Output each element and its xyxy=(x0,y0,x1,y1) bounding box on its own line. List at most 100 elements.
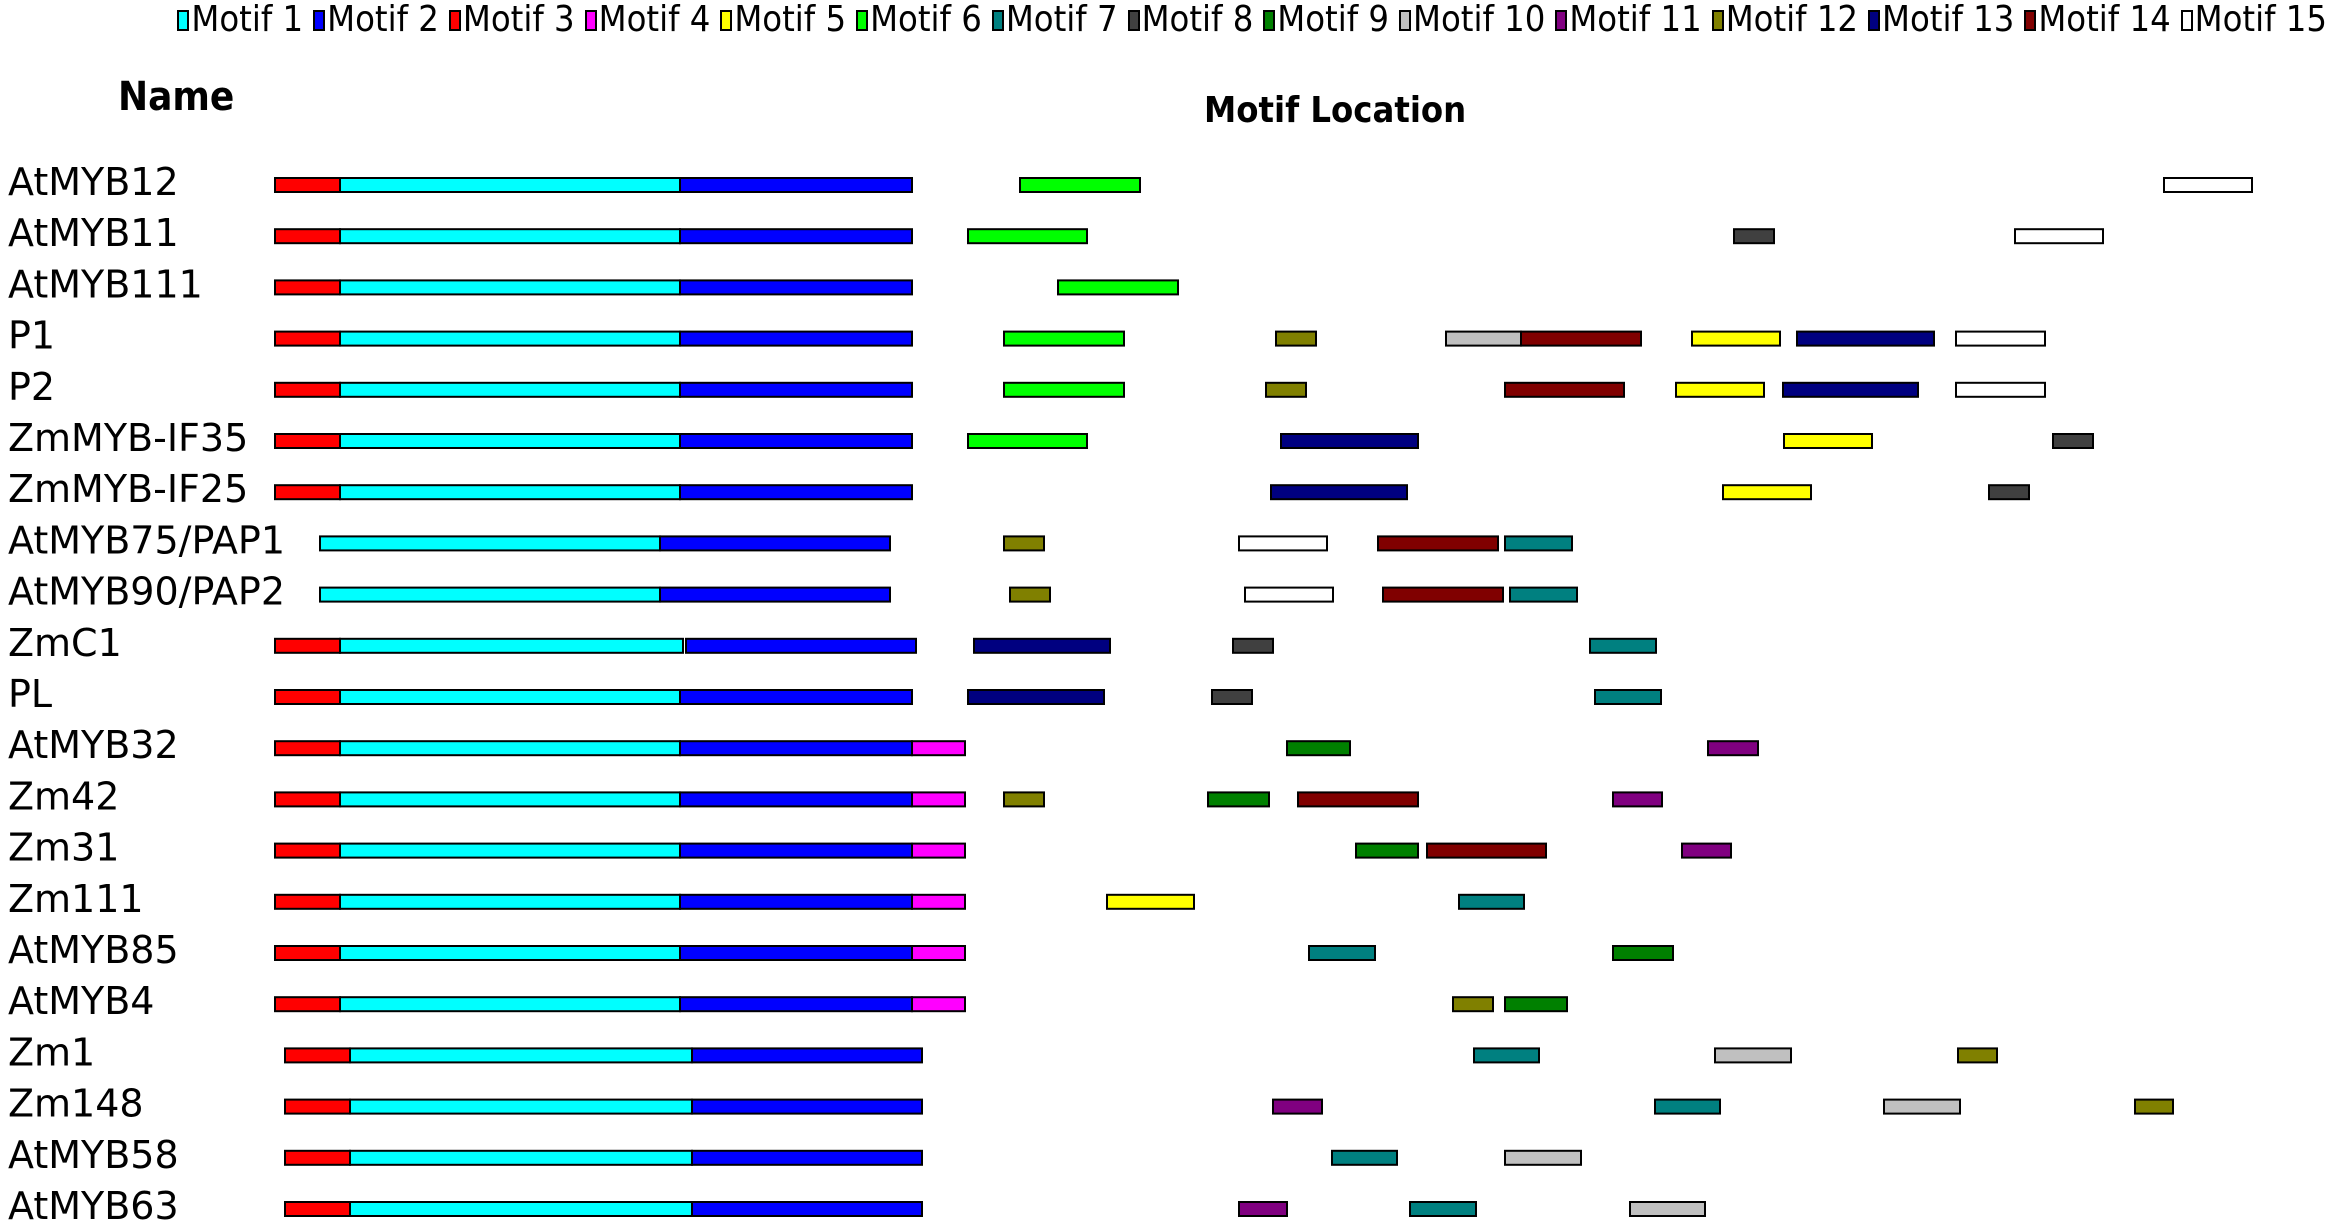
motif-15-block xyxy=(1244,586,1334,603)
legend-label: Motif 7 xyxy=(1005,0,1118,40)
sequence-row: Zm111 xyxy=(8,877,1525,921)
legend-item-motif-5: Motif 5 xyxy=(720,2,846,38)
motif-7-block xyxy=(1409,1201,1477,1217)
sequence-row: ZmMYB-IF25 xyxy=(8,467,2030,511)
legend-item-motif-2: Motif 2 xyxy=(313,2,439,38)
motif-1-block xyxy=(349,1047,693,1064)
legend-swatch xyxy=(1263,9,1276,31)
sequence-name: ZmC1 xyxy=(8,621,122,665)
motif-10-block xyxy=(1629,1201,1706,1217)
legend-swatch xyxy=(1868,9,1881,31)
legend-item-motif-11: Motif 11 xyxy=(1555,0,1702,40)
motif-2-block xyxy=(679,228,913,245)
motif-1-block xyxy=(339,740,681,757)
legend-swatch xyxy=(584,9,597,31)
motif-14-block xyxy=(1520,330,1642,347)
legend-label: Motif 11 xyxy=(1569,0,1702,40)
sequence-row: AtMYB90/PAP2 xyxy=(8,570,1578,614)
motif-2-block xyxy=(679,842,913,859)
motif-7-block xyxy=(1654,1098,1721,1115)
motif-5-block xyxy=(1783,433,1873,449)
motif-1-block xyxy=(339,842,681,859)
motif-2-block xyxy=(679,381,913,398)
motif-3-block xyxy=(274,996,341,1013)
motif-3-block xyxy=(284,1149,351,1166)
sequence-name: AtMYB75/PAP1 xyxy=(8,518,285,562)
motif-15-block xyxy=(1955,330,2046,347)
sequence-name: Zm1 xyxy=(8,1030,95,1074)
motif-3-block xyxy=(274,791,341,808)
motif-13-block xyxy=(1280,433,1419,449)
motif-1-block xyxy=(339,381,681,398)
motif-2-block xyxy=(685,637,917,654)
motif-5-block xyxy=(1722,484,1812,501)
legend-item-motif-12: Motif 12 xyxy=(1711,2,1858,38)
motif-3-block xyxy=(284,1047,351,1064)
sequence-name: AtMYB12 xyxy=(8,160,179,204)
motif-3-block xyxy=(274,177,341,193)
motif-7-block xyxy=(1331,1149,1398,1166)
motif-3-block xyxy=(284,1098,351,1115)
legend-swatch xyxy=(2024,9,2037,31)
motif-8-block xyxy=(1733,228,1775,245)
motif-2-block xyxy=(691,1098,923,1115)
motif-13-block xyxy=(1270,484,1408,501)
motif-1-block xyxy=(339,484,681,501)
legend-swatch xyxy=(448,9,461,31)
motif-8-block xyxy=(1211,689,1253,705)
legend-item-motif-10: Motif 10 xyxy=(1399,2,1545,38)
sequence-name: AtMYB4 xyxy=(8,979,154,1023)
legend-swatch xyxy=(1399,9,1412,31)
motif-9-block xyxy=(1612,945,1674,961)
motif-11-block xyxy=(1272,1098,1323,1115)
motif-2-block xyxy=(679,433,913,449)
motif-15-block xyxy=(1955,381,2046,398)
motif-2-block xyxy=(679,330,913,347)
sequence-name: Zm148 xyxy=(8,1082,144,1126)
legend-label: Motif 15 xyxy=(2194,0,2327,40)
sequence-name: AtMYB85 xyxy=(8,928,179,972)
motif-12-block xyxy=(2134,1098,2174,1115)
motif-9-block xyxy=(1286,740,1351,757)
motif-1-block xyxy=(339,279,681,296)
sequence-name: PL xyxy=(8,672,52,716)
legend-item-motif-14: Motif 14 xyxy=(2024,2,2171,38)
motif-3-block xyxy=(274,433,341,449)
motif-2-block xyxy=(679,689,913,705)
motif-1-block xyxy=(339,945,681,961)
motif-7-block xyxy=(1458,893,1525,910)
legend-item-motif-4: Motif 4 xyxy=(584,2,710,38)
motif-11-block xyxy=(1612,791,1663,808)
legend-swatch xyxy=(991,9,1004,31)
motif-2-block xyxy=(679,791,913,808)
motif-1-block xyxy=(339,689,681,705)
motif-8-block xyxy=(2052,433,2094,449)
legend-item-motif-1: Motif 1 xyxy=(177,2,303,38)
motif-3-block xyxy=(274,740,341,757)
motif-6-block xyxy=(1003,330,1125,347)
motif-4-block xyxy=(911,945,966,961)
motif-12-block xyxy=(1003,791,1045,808)
motif-12-block xyxy=(1009,586,1051,603)
motif-10-block xyxy=(1714,1047,1792,1064)
motif-4-block xyxy=(911,893,966,910)
motif-3-block xyxy=(274,330,341,347)
legend-item-motif-7: Motif 7 xyxy=(991,0,1118,40)
name-column-header: Name xyxy=(118,74,235,120)
motif-3-block xyxy=(274,484,341,501)
sequence-row: P1 xyxy=(8,314,2046,358)
motif-1-block xyxy=(349,1098,693,1115)
motif-12-block xyxy=(1452,996,1494,1013)
motif-3-block xyxy=(274,637,341,654)
motif-3-block xyxy=(274,689,341,705)
motif-6-block xyxy=(967,228,1088,245)
motif-6-block xyxy=(1057,279,1179,296)
motif-14-block xyxy=(1382,586,1504,603)
motif-10-block xyxy=(1445,330,1522,347)
sequence-name: AtMYB111 xyxy=(8,262,203,306)
motif-14-block xyxy=(1426,842,1547,859)
sequence-row: AtMYB58 xyxy=(8,1133,1582,1177)
motif-4-block xyxy=(911,996,966,1013)
sequence-row: AtMYB4 xyxy=(8,979,1568,1023)
motif-1-block xyxy=(349,1149,693,1166)
